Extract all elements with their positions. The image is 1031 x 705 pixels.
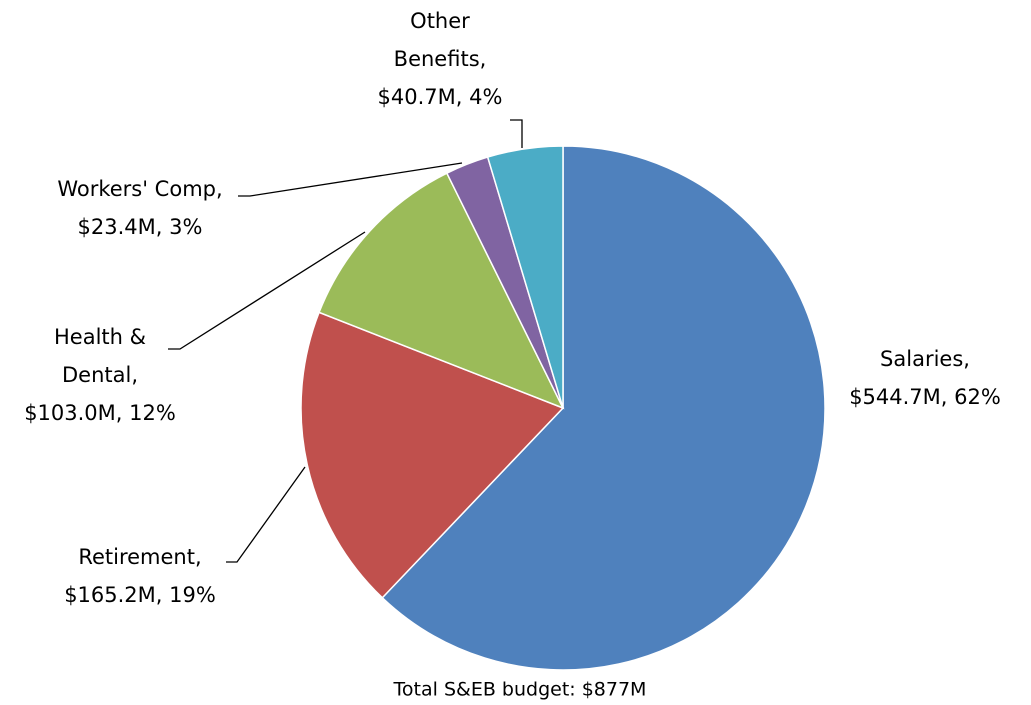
pie <box>300 145 826 671</box>
value-label: $544.7M, 62% <box>849 385 1001 409</box>
slice-label: Other Benefits, <box>394 9 487 71</box>
pie-slice <box>300 311 565 599</box>
annotation: Total S&EB budget: $877M <box>393 679 647 701</box>
value-label: $103.0M, 12% <box>24 401 176 425</box>
pie-slice <box>486 145 564 409</box>
leader-lines <box>168 119 523 563</box>
leader-line <box>168 231 366 350</box>
slice-label: Retirement, <box>78 545 201 569</box>
value-label: $165.2M, 19% <box>64 583 216 607</box>
pie-slice <box>318 172 565 410</box>
slice-label: Health & Dental, <box>54 325 146 387</box>
slice-label: Salaries, <box>880 347 970 371</box>
slice-label: Workers' Comp, <box>57 177 222 201</box>
value-label: $40.7M, 4% <box>378 85 503 109</box>
value-label: $23.4M, 3% <box>78 215 203 239</box>
leader-line <box>510 119 523 148</box>
pie-slice <box>381 145 826 671</box>
leader-line <box>226 466 306 563</box>
leader-line <box>238 162 463 197</box>
